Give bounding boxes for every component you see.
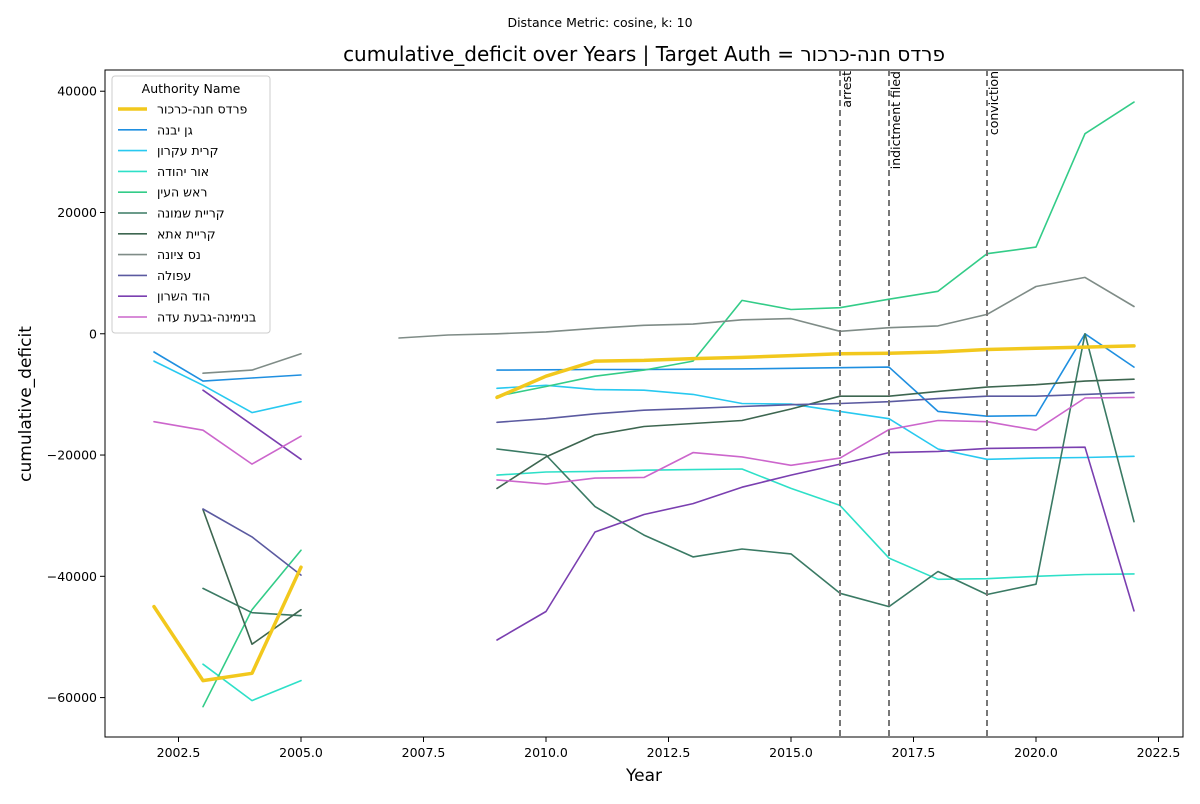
series-line	[202, 587, 302, 617]
x-tick-label: 2020.0	[1014, 745, 1058, 760]
legend-entry-label: אור יהודה	[157, 164, 209, 179]
x-tick-label: 2010.0	[524, 745, 568, 760]
legend-entry-label: קרית עקרון	[157, 143, 218, 158]
event-label: arrest	[839, 71, 854, 108]
legend-entry-label: פרדס חנה-כרכור	[157, 102, 248, 117]
series-line	[202, 508, 302, 646]
series-line	[496, 101, 1135, 398]
event-label: indictment filed	[888, 71, 903, 169]
y-tick-label: −60000	[47, 690, 97, 705]
x-tick-label: 2007.5	[402, 745, 446, 760]
y-tick-label: 0	[89, 326, 97, 341]
series-line	[496, 446, 1135, 641]
x-tick-label: 2005.0	[279, 745, 323, 760]
series-line	[496, 396, 1135, 485]
x-tick-label: 2015.0	[769, 745, 813, 760]
event-label: conviction	[986, 71, 1001, 135]
series-line	[496, 391, 1135, 424]
series-line	[202, 549, 302, 708]
y-tick-label: 40000	[57, 84, 97, 99]
series-line	[152, 565, 303, 683]
chart-suptitle: Distance Metric: cosine, k: 10	[507, 15, 692, 30]
x-axis-label: Year	[625, 766, 662, 786]
legend-title: Authority Name	[142, 81, 241, 96]
y-tick-label: 20000	[57, 205, 97, 220]
x-tick-label: 2002.5	[157, 745, 201, 760]
legend-entry-label: קריית אתא	[157, 226, 216, 241]
series-line	[496, 332, 1135, 418]
series-line	[153, 351, 302, 382]
x-tick-label: 2012.5	[647, 745, 691, 760]
series-line	[496, 378, 1135, 490]
y-tick-label: −40000	[47, 569, 97, 584]
series-line	[496, 468, 1135, 581]
legend-entry-label: גן יבנה	[157, 122, 193, 137]
x-tick-label: 2017.5	[892, 745, 936, 760]
series-line	[496, 384, 1135, 461]
series-line	[153, 420, 302, 465]
legend-entry-label: ראש העין	[157, 185, 207, 200]
chart-title: cumulative_deficit over Years | Target A…	[343, 42, 945, 66]
series-line	[153, 360, 302, 414]
legend-entry-label: נס ציונה	[157, 247, 201, 262]
x-tick-label: 2022.5	[1137, 745, 1181, 760]
series-line	[496, 332, 1135, 608]
legend-entry-label: עפולה	[157, 268, 191, 283]
legend: Authority Name פרדס חנה-כרכור גן יבנה קרית…	[111, 75, 271, 334]
series-line	[398, 276, 1135, 339]
y-axis-label: cumulative_deficit	[16, 326, 36, 482]
axes-frame	[104, 69, 1184, 738]
legend-entry-label: בנימינה-גבעת עדה	[157, 310, 256, 325]
plot-area: arrest indictment filed conviction	[104, 69, 1184, 738]
y-tick-label: −20000	[47, 448, 97, 463]
legend-entry-label: הוד השרון	[157, 289, 210, 304]
series-line	[202, 389, 302, 461]
series-line	[202, 663, 302, 702]
legend-frame	[111, 75, 271, 334]
series-line	[495, 344, 1136, 400]
axis-ticks: 2002.5 2005.0 2007.5 2010.0 2012.5 2015.0 2017…	[47, 84, 1181, 760]
series-line	[202, 352, 302, 375]
series-line	[202, 508, 302, 576]
legend-entry-label: קריית שמונה	[157, 206, 225, 221]
